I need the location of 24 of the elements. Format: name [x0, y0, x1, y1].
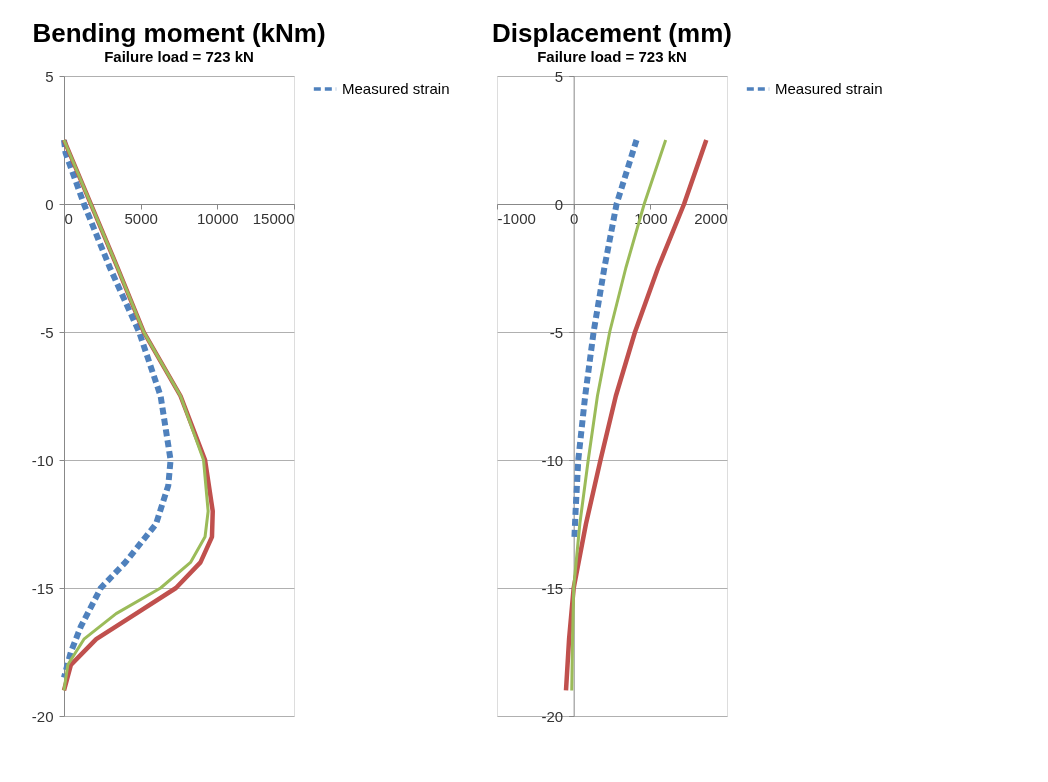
- x-tick-label: 15000: [252, 209, 295, 227]
- y-tick-label: 5: [45, 67, 54, 85]
- chart-title: Bending moment (kNm): [32, 18, 326, 48]
- y-tick-label: -10: [31, 451, 54, 469]
- y-tick-label: -20: [31, 707, 54, 725]
- x-tick-label: 2000: [694, 209, 728, 227]
- y-tick-label: -15: [541, 579, 564, 597]
- x-tick-label: 5000: [124, 209, 158, 227]
- legend-label: Measured strain: [342, 80, 450, 97]
- y-tick-label: -15: [31, 579, 54, 597]
- y-tick-label: -20: [541, 707, 564, 725]
- legend-label: Measured strain: [775, 80, 883, 97]
- y-tick-label: -5: [40, 323, 54, 341]
- chart-title: Displacement (mm): [492, 18, 732, 48]
- x-tick-label: 10000: [196, 209, 239, 227]
- chart-subtitle: Failure load = 723 kN: [104, 48, 254, 65]
- y-tick-label: 5: [554, 67, 564, 85]
- y-tick-label: 0: [45, 195, 54, 213]
- chart-subtitle: Failure load = 723 kN: [537, 48, 687, 65]
- x-tick-label: 0: [64, 209, 73, 227]
- x-tick-label: 0: [569, 209, 579, 227]
- y-tick-label: -10: [541, 451, 564, 469]
- y-tick-label: -5: [549, 323, 564, 341]
- x-tick-label: -1000: [497, 209, 536, 227]
